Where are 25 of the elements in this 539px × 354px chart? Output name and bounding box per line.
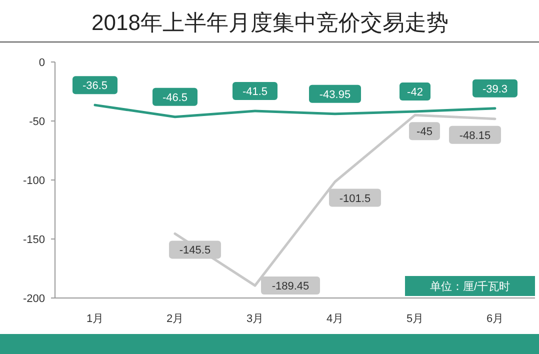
data-label: -42 [407, 86, 423, 99]
y-tick-label: -50 [29, 116, 45, 128]
data-label: -41.5 [242, 86, 268, 98]
data-label: -189.45 [272, 280, 310, 293]
x-tick-label: 2月 [166, 313, 184, 325]
x-tick-label: 1月 [86, 313, 104, 325]
x-tick-label: 5月 [406, 313, 424, 325]
data-label: -48.15 [459, 130, 491, 142]
data-label: -45 [416, 126, 432, 138]
data-label: -43.95 [319, 88, 351, 101]
y-tick-label: -100 [22, 175, 45, 187]
chart-title: 2018年上半年月度集中竞价交易走势 [92, 10, 448, 35]
data-label: -145.5 [179, 244, 211, 257]
data-label: -39.3 [482, 83, 508, 96]
data-label: -36.5 [82, 80, 108, 92]
x-tick-label: 6月 [486, 313, 504, 325]
y-tick-label: -150 [22, 234, 45, 246]
y-tick-label: 0 [38, 57, 45, 69]
annotation: 单位：厘/千瓦时 [430, 280, 510, 293]
x-tick-label: 4月 [326, 313, 344, 325]
line-series [94, 104, 496, 118]
y-tick-label: -200 [22, 293, 45, 305]
data-label: -46.5 [162, 92, 188, 104]
x-tick-label: 3月 [246, 313, 264, 325]
data-label: -101.5 [339, 192, 371, 205]
